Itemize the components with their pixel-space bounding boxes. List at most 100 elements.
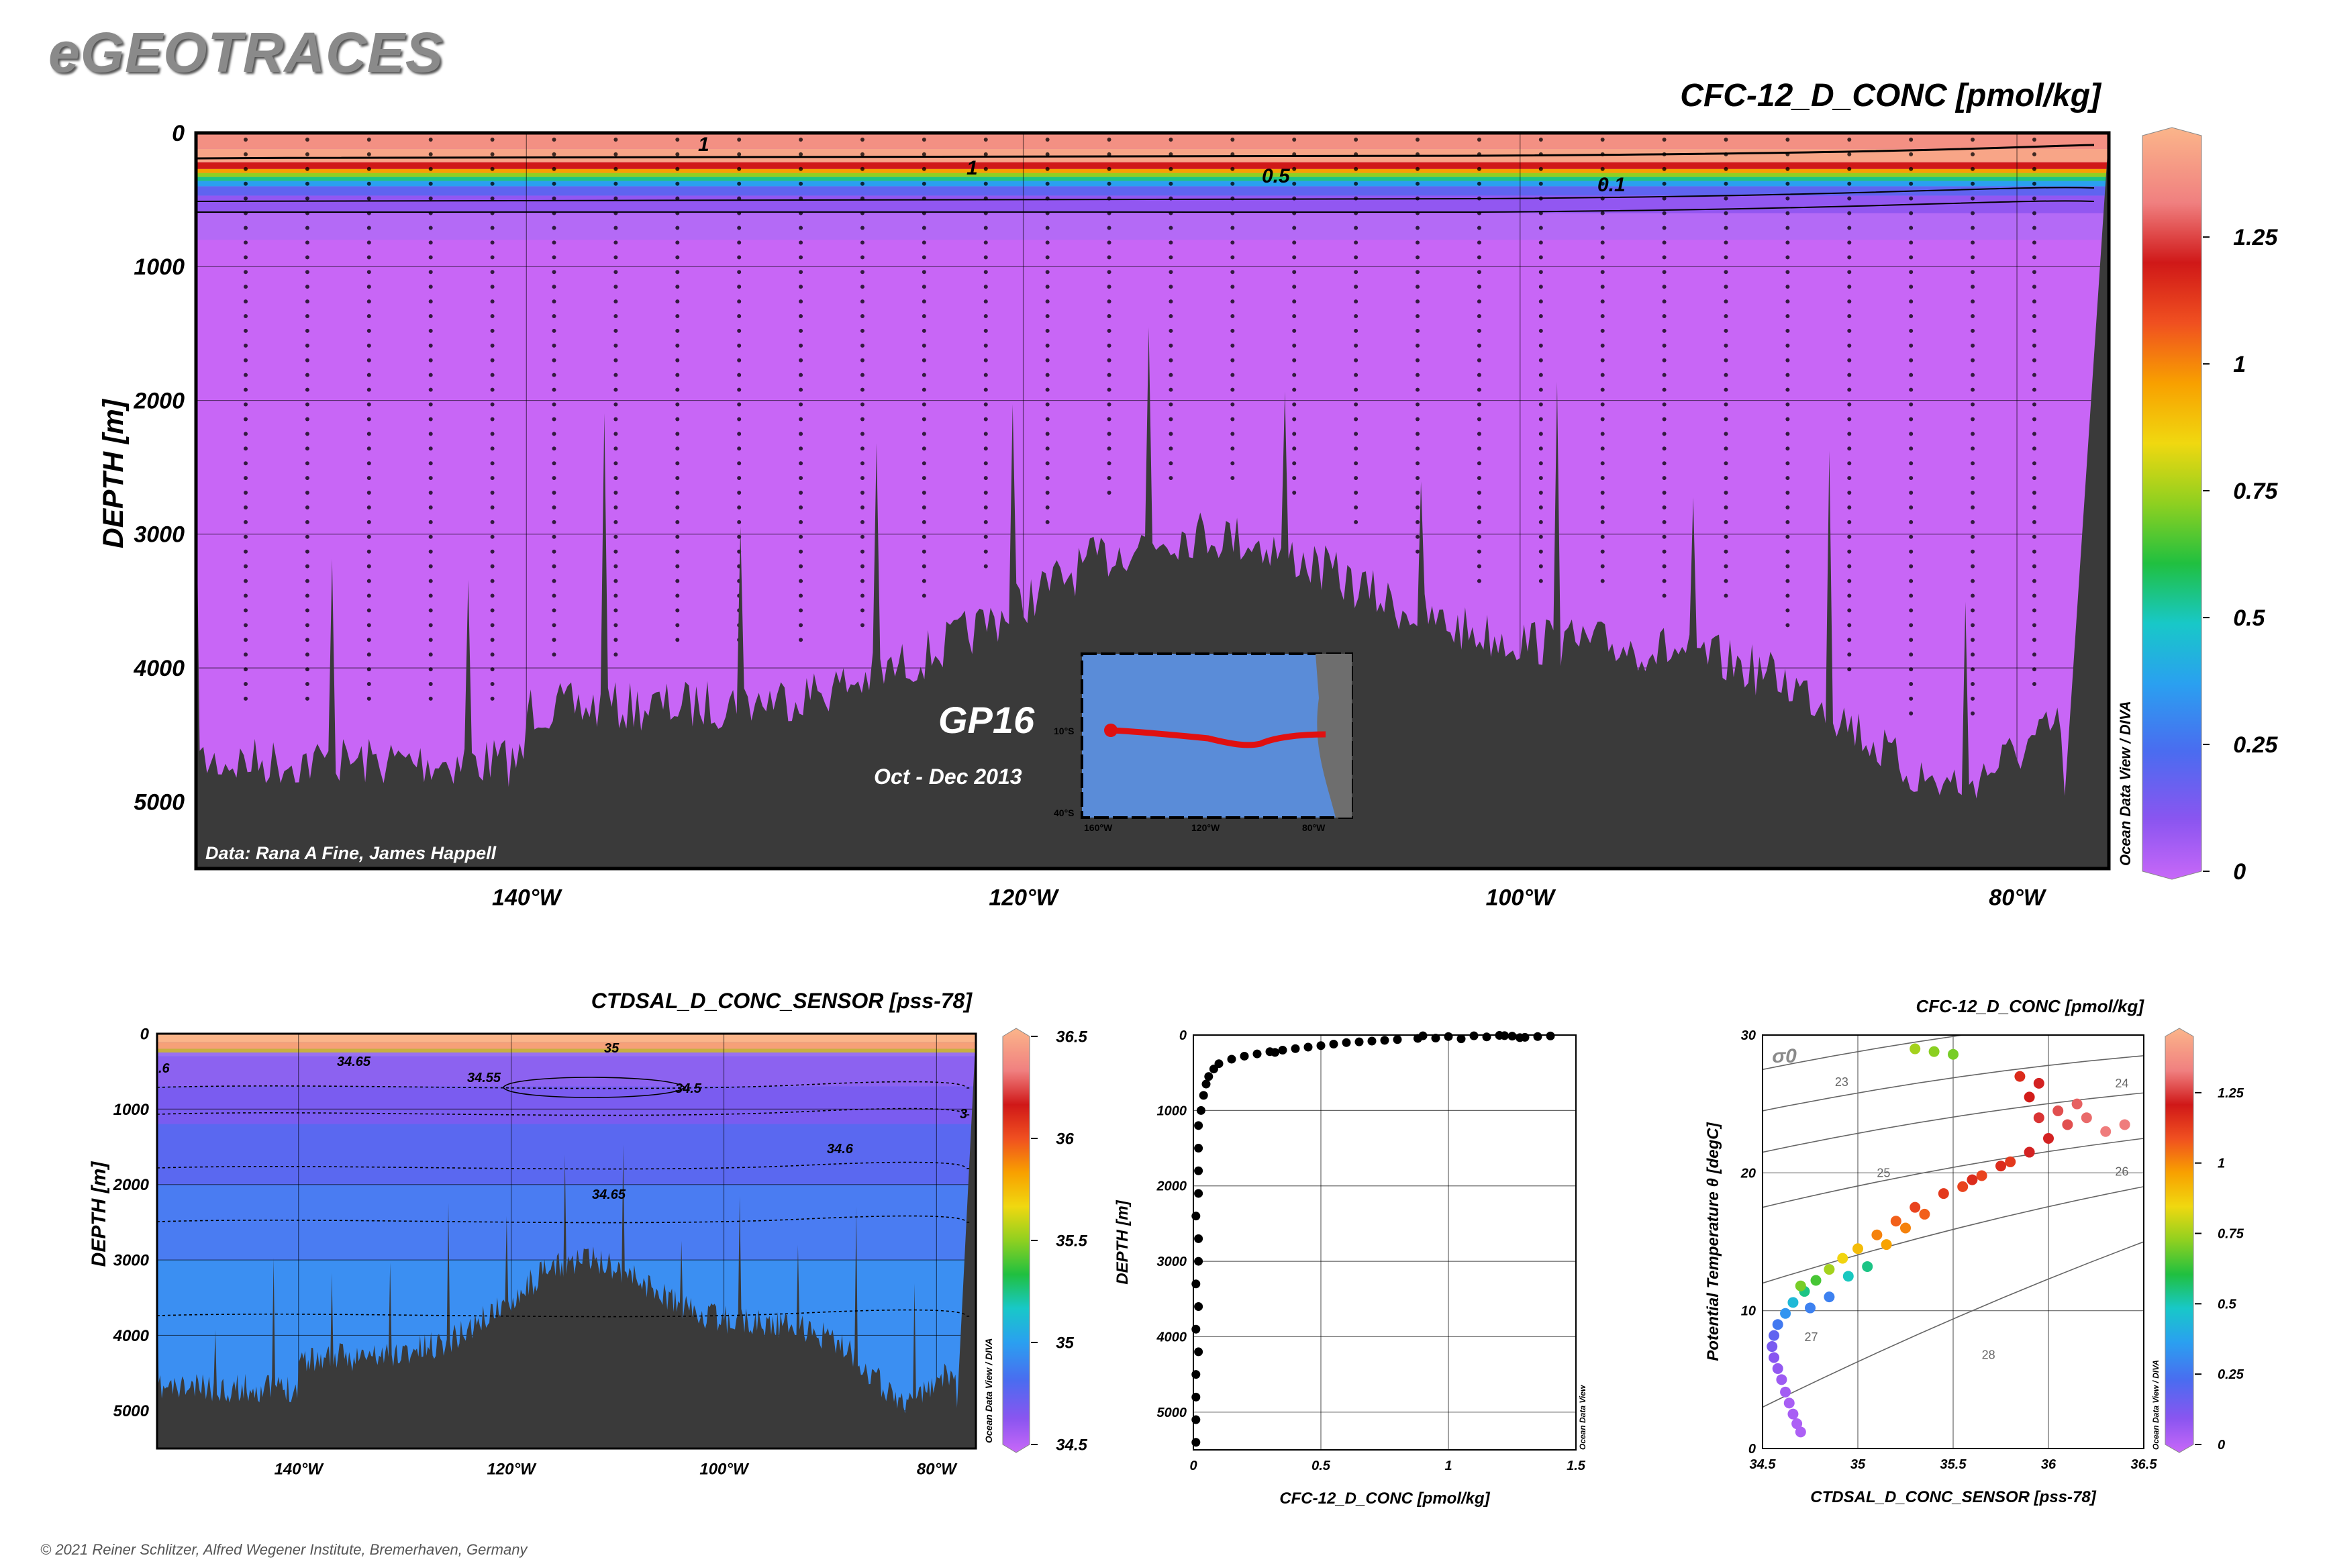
station-dot [2032,461,2036,466]
station-dot [1416,358,1420,362]
station-dot [1045,270,1050,275]
station-dot [244,564,248,569]
station-dot [675,270,680,275]
station-dot [305,534,309,539]
data-point [1191,1279,1201,1289]
station-dot [1971,314,1975,319]
station-dot [366,534,371,539]
station-dot [1230,387,1235,392]
station-dot [366,358,371,362]
station-dot [2032,476,2036,481]
field-band [196,162,2109,169]
station-dot [1600,240,1605,245]
station-dot [1785,417,1790,422]
station-dot [613,387,618,392]
station-dot [490,579,495,583]
y-tick-label: 2000 [113,1176,150,1194]
station-dot [1045,299,1050,304]
station-dot [1538,343,1543,348]
station-dot [1169,285,1173,289]
station-dot [1292,240,1297,245]
station-dot [1909,593,1914,598]
station-dot [1416,166,1420,171]
station-dot [1600,373,1605,377]
data-point [1196,1106,1205,1115]
station-dot [1971,137,1975,142]
y-tick-label: 5000 [113,1402,150,1420]
station-dot [1662,299,1667,304]
colorbar-tick-label: 1 [2218,1157,2225,1171]
station-dot [1292,461,1297,466]
station-dot [1847,240,1852,245]
field-band [196,186,2109,196]
station-dot [428,491,433,495]
station-dot [1662,534,1667,539]
station-dot [490,520,495,524]
station-dot [1847,564,1852,569]
station-dot [1354,387,1358,392]
colorbar [2165,1028,2194,1453]
station-dot [675,446,680,451]
station-dot [2032,520,2036,524]
station-dot [1292,432,1297,436]
station-dot [799,476,803,481]
data-point [1191,1438,1201,1447]
station-dot [428,623,433,628]
data-point [1367,1036,1377,1046]
station-dot [366,373,371,377]
station-dot [613,446,618,451]
station-dot [1538,285,1543,289]
station-dot [1785,373,1790,377]
station-dot [244,255,248,260]
station-dot [1785,476,1790,481]
station-dot [922,137,926,142]
data-point [1995,1161,2006,1172]
field-band [157,1042,976,1049]
station-dot [922,476,926,481]
station-dot [1477,520,1481,524]
station-dot [1662,181,1667,186]
station-dot [983,285,988,289]
data-point [1890,1216,1901,1227]
station-dot [1847,505,1852,509]
station-dot [1909,564,1914,569]
station-dot [366,638,371,642]
date-label: Oct - Dec 2013 [874,765,1022,789]
station-dot [1971,270,1975,275]
station-dot [490,549,495,554]
station-dot [1107,270,1111,275]
station-dot [1292,402,1297,407]
station-dot [1662,505,1667,509]
station-dot [366,328,371,333]
chart-title: CTDSAL_D_CONC_SENSOR [pss-78] [591,989,973,1013]
station-dot [244,491,248,495]
station-dot [1230,255,1235,260]
station-dot [922,358,926,362]
station-dot [1785,196,1790,201]
station-dot [1971,652,1975,657]
station-dot [1477,446,1481,451]
station-dot [675,476,680,481]
data-point [1546,1031,1555,1040]
x-tick-label: 100°W [1486,885,1556,910]
station-dot [1724,491,1728,495]
station-dot [244,196,248,201]
station-dot [860,373,864,377]
station-dot [1169,181,1173,186]
track-start-marker [1104,724,1118,737]
station-dot [983,461,988,466]
station-dot [1847,534,1852,539]
station-dot [675,549,680,554]
station-dot [675,505,680,509]
station-dot [675,387,680,392]
data-point [1204,1072,1214,1081]
station-dot [2032,211,2036,215]
data-point [1191,1415,1201,1424]
data-point [2024,1146,2035,1158]
station-dot [1662,285,1667,289]
station-dot [1477,285,1481,289]
x-tick-label: 35 [1850,1457,1866,1472]
plot-background [1193,1035,1576,1450]
station-dot [366,491,371,495]
station-dot [428,417,433,422]
